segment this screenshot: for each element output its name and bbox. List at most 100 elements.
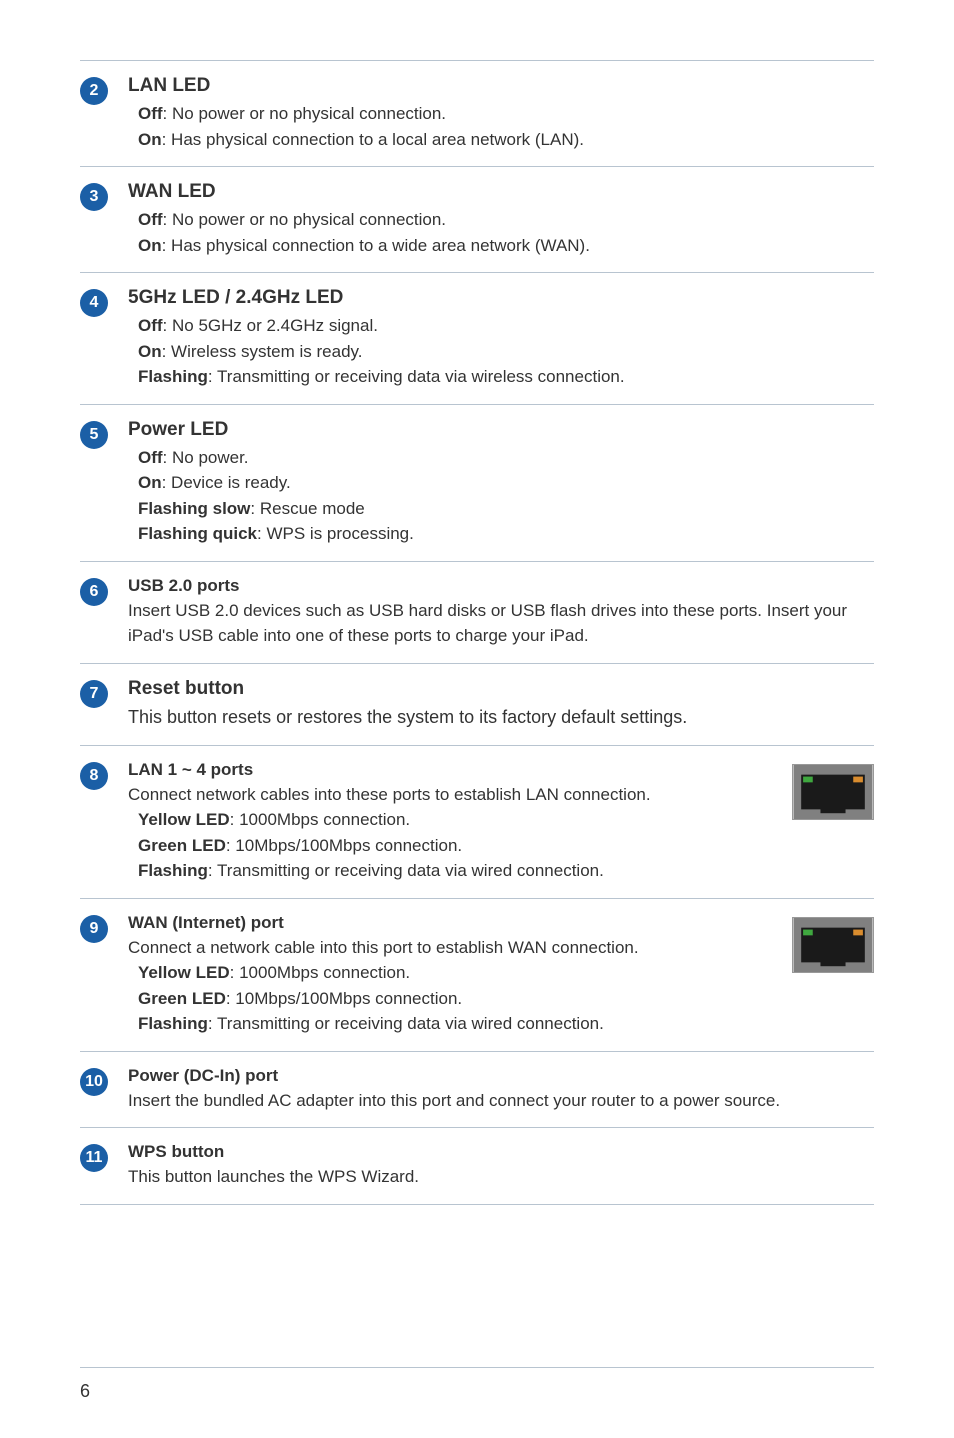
item-subtitle: Power (DC-In) port: [128, 1066, 874, 1086]
item-line: Flashing: Transmitting or receiving data…: [138, 858, 874, 884]
line-text: : Transmitting or receiving data via wir…: [208, 1014, 604, 1033]
line-text: : Transmitting or receiving data via wir…: [208, 367, 625, 386]
feature-item: 9 WAN (Internet) portConnect a network ca…: [80, 898, 874, 1051]
item-description: This button launches the WPS Wizard.: [128, 1164, 874, 1190]
line-label: Off: [138, 210, 163, 229]
item-number-badge: 3: [80, 183, 108, 211]
line-label: Yellow LED: [138, 963, 230, 982]
item-title: LAN LED: [128, 75, 874, 97]
line-label: Flashing: [138, 1014, 208, 1033]
line-label: Off: [138, 316, 163, 335]
item-description: Connect network cables into these ports …: [128, 782, 874, 808]
item-content: 5GHz LED / 2.4GHz LED Off: No 5GHz or 2.4…: [128, 287, 874, 390]
item-number-badge: 11: [80, 1144, 108, 1172]
line-text: : No power or no physical connection.: [163, 210, 447, 229]
item-description: Insert USB 2.0 devices such as USB hard …: [128, 598, 874, 649]
feature-item: 6 USB 2.0 portsInsert USB 2.0 devices suc…: [80, 561, 874, 663]
line-text: : WPS is processing.: [257, 524, 414, 543]
page-number: 6: [80, 1381, 90, 1402]
line-label: Flashing quick: [138, 524, 257, 543]
item-content: LAN LED Off: No power or no physical conn…: [128, 75, 874, 152]
item-subtitle: LAN 1 ~ 4 ports: [128, 760, 874, 780]
item-description: This button resets or restores the syste…: [128, 704, 874, 731]
footer-rule: [80, 1367, 874, 1368]
item-line: Yellow LED: 1000Mbps connection.: [138, 807, 874, 833]
item-line: Flashing slow: Rescue mode: [138, 496, 874, 522]
line-text: : No power.: [163, 448, 249, 467]
item-content: LAN 1 ~ 4 portsConnect network cables in…: [128, 760, 874, 884]
feature-item: 4 5GHz LED / 2.4GHz LED Off: No 5GHz or 2.…: [80, 272, 874, 404]
item-subtitle: USB 2.0 ports: [128, 576, 874, 596]
line-text: : Wireless system is ready.: [162, 342, 363, 361]
line-text: : 10Mbps/100Mbps connection.: [226, 989, 462, 1008]
feature-list: 2LAN LEDOff: No power or no physical con…: [80, 60, 874, 1205]
line-text: : No 5GHz or 2.4GHz signal.: [163, 316, 378, 335]
item-line: On: Wireless system is ready.: [138, 339, 874, 365]
feature-item: 11 WPS buttonThis button launches the WPS…: [80, 1127, 874, 1205]
ethernet-port-icon: [792, 764, 874, 820]
item-line: On: Device is ready.: [138, 470, 874, 496]
line-text: : Transmitting or receiving data via wir…: [208, 861, 604, 880]
item-subtitle: WPS button: [128, 1142, 874, 1162]
line-label: Flashing: [138, 861, 208, 880]
line-label: Green LED: [138, 989, 226, 1008]
item-line: Flashing quick: WPS is processing.: [138, 521, 874, 547]
feature-item: 10 Power (DC-In) portInsert the bundled A…: [80, 1051, 874, 1128]
item-number-badge: 9: [80, 915, 108, 943]
feature-item: 8 LAN 1 ~ 4 portsConnect network cables i…: [80, 745, 874, 898]
item-content: USB 2.0 portsInsert USB 2.0 devices such…: [128, 576, 874, 649]
line-label: Green LED: [138, 836, 226, 855]
line-text: : 1000Mbps connection.: [230, 810, 411, 829]
ethernet-port-icon: [792, 917, 874, 973]
line-label: On: [138, 473, 162, 492]
item-number-badge: 6: [80, 578, 108, 606]
line-label: On: [138, 130, 162, 149]
feature-item: 3 WAN LED Off: No power or no physical con…: [80, 166, 874, 272]
item-line: Green LED: 10Mbps/100Mbps connection.: [138, 833, 874, 859]
item-line: Green LED: 10Mbps/100Mbps connection.: [138, 986, 874, 1012]
item-content: WPS buttonThis button launches the WPS W…: [128, 1142, 874, 1190]
feature-item: 7 Reset button This button resets or resto…: [80, 663, 874, 745]
item-number-badge: 7: [80, 680, 108, 708]
item-content: Power (DC-In) portInsert the bundled AC …: [128, 1066, 874, 1114]
item-description: Insert the bundled AC adapter into this …: [128, 1088, 874, 1114]
item-number-badge: 5: [80, 421, 108, 449]
item-line: Off: No power or no physical connection.: [138, 207, 874, 233]
item-line: Yellow LED: 1000Mbps connection.: [138, 960, 874, 986]
item-line: Flashing: Transmitting or receiving data…: [138, 1011, 874, 1037]
line-label: Off: [138, 448, 163, 467]
item-line: On: Has physical connection to a wide ar…: [138, 233, 874, 259]
item-content: WAN LED Off: No power or no physical conn…: [128, 181, 874, 258]
item-content: Reset button This button resets or restor…: [128, 678, 874, 731]
item-title: WAN LED: [128, 181, 874, 203]
item-description: Connect a network cable into this port t…: [128, 935, 874, 961]
item-subtitle: WAN (Internet) port: [128, 913, 874, 933]
feature-item: 5Power LEDOff: No power.On: Device is re…: [80, 404, 874, 561]
item-number-badge: 2: [80, 77, 108, 105]
line-text: : No power or no physical connection.: [163, 104, 447, 123]
item-number-badge: 4: [80, 289, 108, 317]
feature-item: 2 LAN LED Off: No power or no physical con…: [80, 60, 874, 166]
item-content: WAN (Internet) portConnect a network cab…: [128, 913, 874, 1037]
line-text: : Device is ready.: [162, 473, 291, 492]
line-text: : Rescue mode: [250, 499, 364, 518]
item-line: On: Has physical connection to a local a…: [138, 127, 874, 153]
item-number-badge: 10: [80, 1068, 108, 1096]
line-label: On: [138, 342, 162, 361]
line-text: : Has physical connection to a wide area…: [162, 236, 590, 255]
item-number-badge: 8: [80, 762, 108, 790]
item-line: Off: No power.: [138, 445, 874, 471]
item-line: Flashing: Transmitting or receiving data…: [138, 364, 874, 390]
line-label: Flashing: [138, 367, 208, 386]
item-content: Power LEDOff: No power.On: Device is rea…: [128, 419, 874, 547]
line-label: Off: [138, 104, 163, 123]
item-title: Reset button: [128, 678, 874, 700]
line-label: Flashing slow: [138, 499, 250, 518]
line-label: Yellow LED: [138, 810, 230, 829]
line-text: : Has physical connection to a local are…: [162, 130, 584, 149]
item-title: Power LED: [128, 419, 874, 441]
item-line: Off: No 5GHz or 2.4GHz signal.: [138, 313, 874, 339]
item-title: 5GHz LED / 2.4GHz LED: [128, 287, 874, 309]
line-text: : 1000Mbps connection.: [230, 963, 411, 982]
line-text: : 10Mbps/100Mbps connection.: [226, 836, 462, 855]
